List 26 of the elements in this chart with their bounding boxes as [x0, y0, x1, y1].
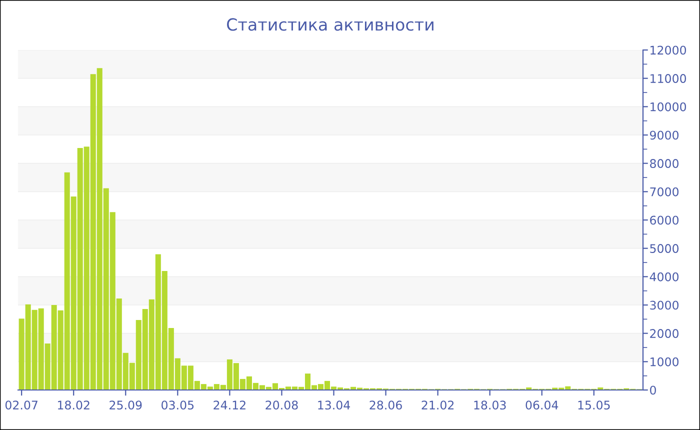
x-tick-label: 06.04 — [526, 400, 558, 410]
x-tick-label: 28.06 — [370, 400, 402, 410]
x-tick-label: 18.03 — [474, 400, 506, 410]
y-tick-label: 12000 — [650, 46, 686, 55]
y-tick-label: 3000 — [650, 300, 679, 310]
x-tick-label: 21.02 — [422, 400, 454, 410]
x-tick-label: 15.05 — [578, 400, 610, 410]
y-tick-label: 10000 — [650, 102, 686, 112]
x-tick-label: 02.07 — [5, 400, 38, 410]
y-tick-label: 0 — [650, 386, 656, 395]
y-tick-label: 5000 — [650, 244, 679, 253]
x-tick-label: 25.09 — [110, 400, 142, 410]
y-tick-label: 7000 — [650, 187, 679, 196]
x-tick-label: 18.02 — [58, 400, 90, 410]
y-tick-label: 6000 — [650, 216, 679, 225]
y-tick-label: 9000 — [650, 130, 679, 140]
x-tick-label: 13.04 — [318, 400, 350, 410]
y-tick-label: 4000 — [650, 272, 679, 282]
x-tick-label: 03.05 — [162, 400, 194, 410]
y-tick-label: 1000 — [650, 357, 679, 366]
x-tick-label: 24.12 — [214, 400, 246, 410]
y-tick-label: 11000 — [650, 74, 686, 83]
y-tick-label: 8000 — [650, 159, 679, 168]
y-tick-label: 2000 — [650, 329, 679, 338]
x-tick-label: 20.08 — [266, 400, 298, 410]
chart-title: Статистика активности — [227, 18, 434, 31]
